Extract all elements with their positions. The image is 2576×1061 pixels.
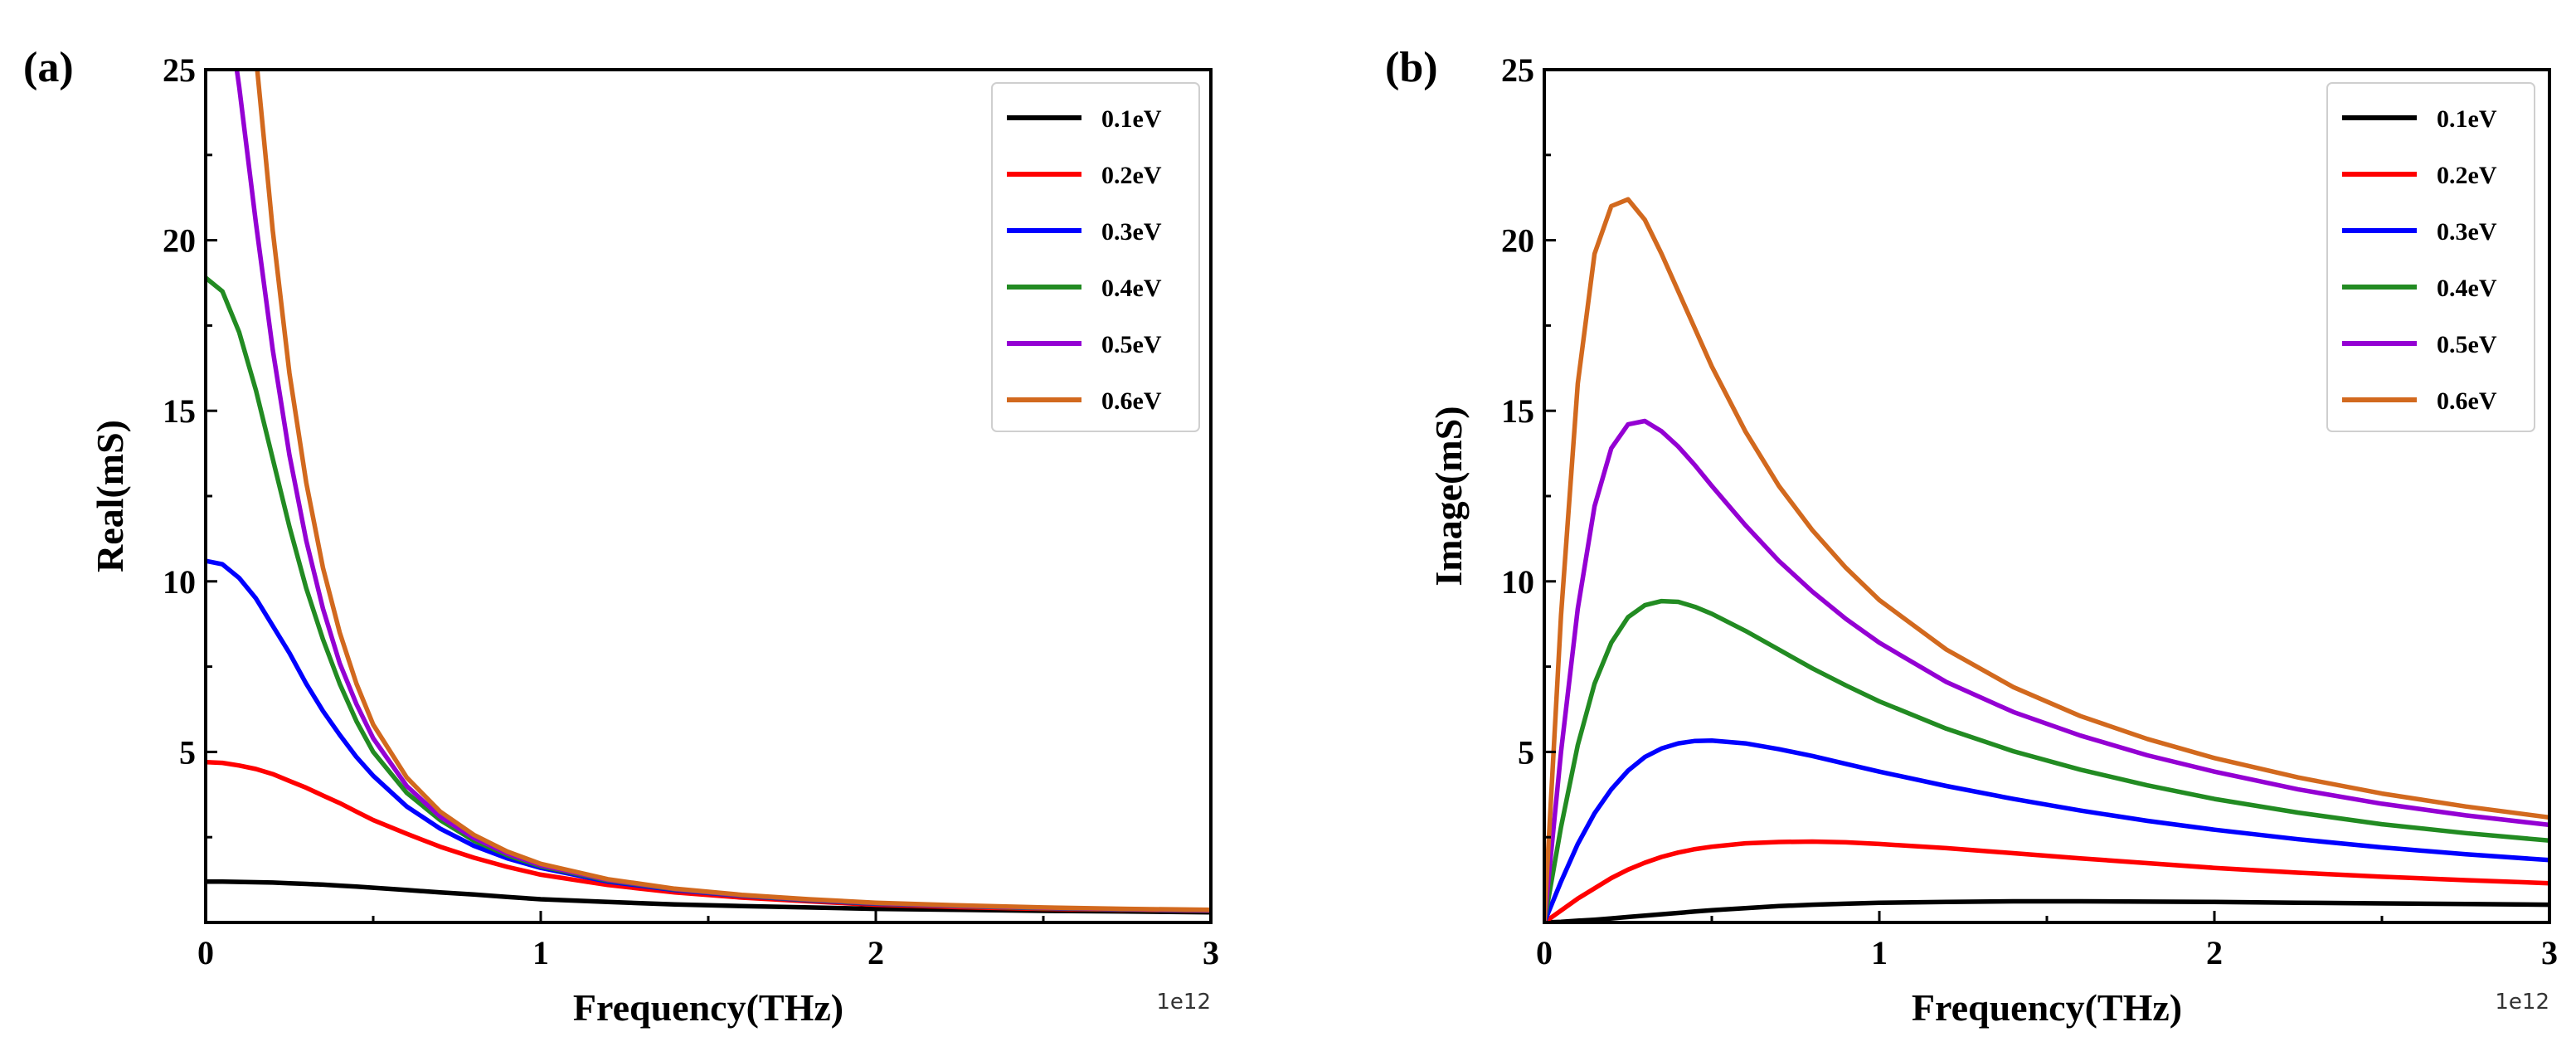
y-tick-label: 15 — [1501, 392, 1534, 430]
y-tick-label: 15 — [163, 392, 196, 430]
series-lines — [1544, 197, 2549, 922]
x-tick-label: 2 — [868, 934, 884, 971]
x-offset-label: 1e12 — [1156, 990, 1211, 1015]
legend-label-0.5eV: 0.5eV — [2437, 331, 2497, 358]
legend: 0.1eV 0.2eV 0.3eV 0.4eV 0.5eV 0.6eV — [2326, 82, 2535, 432]
series-line-0.3eV — [1544, 738, 2549, 922]
y-tick-label: 5 — [1518, 733, 1534, 771]
series-line-0.3eV — [206, 558, 1211, 913]
legend-label-0.1eV: 0.1eV — [2437, 105, 2497, 133]
panel-label: (b) — [1385, 44, 1438, 91]
legend-label-0.3eV: 0.3eV — [2437, 218, 2497, 246]
chart-panel-1: 0 1 2 3 5 10 15 20 25 Frequency(THz) 1e12 Real(mS) (… — [23, 44, 1219, 1029]
x-tick-label: 3 — [1203, 934, 1219, 971]
legend-label-0.6eV: 0.6eV — [1101, 387, 1162, 415]
y-tick-label: 10 — [1501, 563, 1534, 601]
legend-label-0.3eV: 0.3eV — [1101, 218, 1162, 246]
y-axis-title: Real(mS) — [89, 420, 131, 572]
y-tick-label: 25 — [163, 51, 196, 89]
series-line-0.1eV — [1544, 898, 2549, 922]
legend-label-0.6eV: 0.6eV — [2437, 387, 2497, 415]
y-axis-title: Image(mS) — [1427, 406, 1470, 586]
series-line-0.5eV — [1544, 418, 2549, 922]
y-tick-label: 20 — [163, 222, 196, 260]
legend-label-0.2eV: 0.2eV — [2437, 162, 2497, 189]
legend-label-0.4eV: 0.4eV — [1101, 275, 1162, 302]
y-tick-label: 20 — [1501, 222, 1534, 260]
series-line-0.2eV — [1544, 839, 2549, 922]
legend-box — [2326, 82, 2535, 432]
x-tick-label: 1 — [1871, 934, 1888, 971]
y-tick-label: 5 — [179, 733, 196, 771]
legend: 0.1eV 0.2eV 0.3eV 0.4eV 0.5eV 0.6eV — [991, 82, 1200, 432]
series-line-0.6eV — [255, 70, 1211, 913]
x-tick-label: 0 — [197, 934, 214, 971]
y-tick-label: 10 — [163, 563, 196, 601]
x-axis-title: Frequency(THz) — [1912, 986, 2182, 1029]
x-tick-label: 3 — [2541, 934, 2558, 971]
x-offset-label: 1e12 — [2495, 990, 2549, 1015]
series-line-0.6eV — [1544, 197, 2549, 922]
y-tick-label: 25 — [1501, 51, 1534, 89]
series-line-0.4eV — [1544, 598, 2549, 922]
legend-label-0.4eV: 0.4eV — [2437, 275, 2497, 302]
series-lines — [206, 70, 1211, 915]
legend-label-0.1eV: 0.1eV — [1101, 105, 1162, 133]
series-line-0.1eV — [206, 878, 1211, 915]
x-tick-label: 2 — [2206, 934, 2223, 971]
chart-panel-2: 0 1 2 3 5 10 15 20 25 Frequency(THz) 1e12 Image(mS)… — [1385, 44, 2558, 1029]
legend-box — [991, 82, 1200, 432]
legend-label-0.2eV: 0.2eV — [1101, 162, 1162, 189]
x-tick-label: 1 — [532, 934, 549, 971]
panel-label: (a) — [23, 44, 74, 91]
legend-label-0.5eV: 0.5eV — [1101, 331, 1162, 358]
x-tick-label: 0 — [1536, 934, 1553, 971]
x-axis-title: Frequency(THz) — [573, 986, 843, 1029]
